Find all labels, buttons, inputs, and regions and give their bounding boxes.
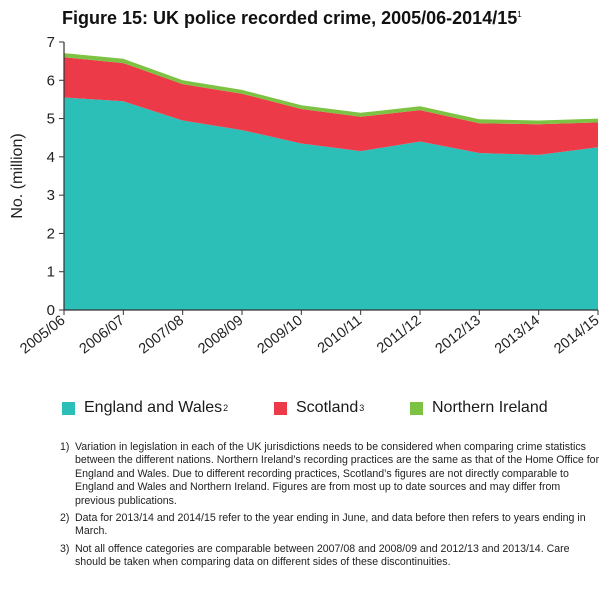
legend: England and Wales 2 Scotland 3 Northern Irel… [62, 399, 602, 423]
area-scotland [64, 57, 598, 155]
x-tick-label: 2014/15 [551, 313, 602, 358]
footnote-number: 3) [60, 542, 70, 555]
y-axis-label: No. (million) [9, 133, 26, 218]
y-tick-label: 1 [47, 264, 55, 281]
y-tick-label: 4 [47, 149, 55, 166]
y-tick-label: 2 [47, 225, 55, 242]
y-tick-label: 6 [47, 72, 55, 89]
legend-swatch [410, 401, 423, 415]
chart-title-text: Figure 15: UK police recorded crime, 200… [62, 8, 518, 28]
footnote: 3) Not all offence categories are compara… [60, 543, 600, 570]
footnote-number: 2) [60, 512, 70, 525]
y-tick-label: 7 [47, 34, 55, 51]
y-tick-label: 5 [47, 111, 55, 128]
legend-item: England and Wales 2 [62, 399, 228, 417]
area-northern-ireland [64, 53, 598, 125]
area-series-group [64, 53, 598, 310]
x-tick-label: 2005/06 [17, 313, 68, 358]
x-tick-label: 2012/13 [433, 313, 484, 358]
stacked-area-chart: 0 1 2 3 4 5 6 7 2005/06 2006/07 2007/08 2008/09 2009… [9, 34, 602, 358]
footnote-text: Data for 2013/14 and 2014/15 refer to th… [75, 512, 586, 538]
footnote: 1) Variation in legislation in each of th… [60, 441, 600, 508]
x-tick-label: 2007/08 [136, 313, 187, 358]
x-tick-label: 2008/09 [195, 313, 246, 358]
y-tick-label: 0 [47, 302, 55, 319]
area-england-and-wales [64, 97, 598, 310]
x-tick-label: 2010/11 [315, 313, 365, 357]
footnote: 2) Data for 2013/14 and 2014/15 refer to … [60, 512, 600, 539]
legend-label: Northern Ireland [432, 399, 548, 416]
chart-title-footnote-ref: 1 [517, 10, 522, 19]
legend-footnote-ref: 2 [223, 403, 229, 413]
footnote-number: 1) [60, 441, 70, 453]
footnote-text: Not all offence categories are comparabl… [75, 542, 570, 569]
x-tick-label: 2011/12 [374, 313, 424, 357]
legend-item: Scotland 3 [274, 399, 364, 417]
legend-swatch [62, 401, 75, 415]
chart-title: Figure 15: UK police recorded crime, 200… [62, 8, 522, 29]
legend-label: Scotland [296, 399, 359, 416]
x-tick-label: 2009/10 [255, 313, 306, 358]
footnote-text: Variation in legislation in each of the … [75, 441, 600, 507]
x-tick-label: 2013/14 [492, 313, 543, 358]
legend-footnote-ref: 3 [359, 403, 365, 413]
x-tick-label: 2006/07 [77, 313, 128, 358]
y-tick-label: 3 [47, 187, 55, 204]
legend-label: England and Wales [84, 399, 223, 416]
legend-item: Northern Ireland [410, 399, 548, 417]
legend-swatch [274, 401, 287, 415]
footnotes: 1) Variation in legislation in each of th… [60, 441, 600, 574]
